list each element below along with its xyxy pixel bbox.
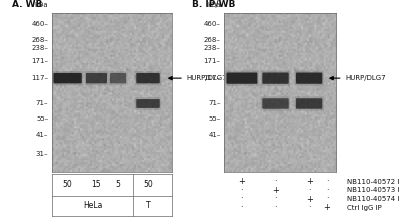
Text: ·: · — [308, 204, 310, 212]
FancyBboxPatch shape — [225, 71, 259, 86]
Text: T: T — [146, 201, 150, 210]
Text: 268–: 268– — [204, 37, 221, 43]
Text: ·: · — [274, 177, 277, 186]
Text: ·: · — [241, 204, 243, 212]
FancyBboxPatch shape — [136, 99, 160, 108]
FancyBboxPatch shape — [262, 73, 289, 84]
FancyBboxPatch shape — [84, 71, 108, 85]
Text: ·: · — [274, 195, 277, 204]
Text: kDa: kDa — [35, 2, 48, 8]
Text: A. WB: A. WB — [12, 0, 42, 9]
Text: 71–: 71– — [36, 101, 48, 106]
Text: ·: · — [308, 186, 310, 195]
FancyBboxPatch shape — [294, 96, 324, 111]
Text: +: + — [324, 204, 330, 212]
FancyBboxPatch shape — [226, 73, 257, 84]
FancyBboxPatch shape — [296, 98, 322, 109]
Text: 117–: 117– — [204, 75, 221, 81]
Text: 238–: 238– — [204, 45, 221, 51]
Text: 460–: 460– — [32, 21, 48, 27]
FancyBboxPatch shape — [294, 71, 324, 86]
Text: 171–: 171– — [31, 58, 48, 64]
FancyBboxPatch shape — [262, 98, 289, 109]
Text: 50: 50 — [63, 180, 72, 189]
FancyBboxPatch shape — [261, 71, 290, 86]
FancyBboxPatch shape — [110, 73, 126, 83]
Text: 55–: 55– — [36, 116, 48, 122]
Text: HURP/DLG7: HURP/DLG7 — [186, 75, 227, 81]
Text: 268–: 268– — [32, 37, 48, 43]
FancyBboxPatch shape — [108, 71, 128, 85]
FancyBboxPatch shape — [86, 73, 107, 83]
Text: Ctrl IgG IP: Ctrl IgG IP — [347, 205, 382, 211]
Text: 50: 50 — [143, 180, 153, 189]
Text: NB110-40573 IP: NB110-40573 IP — [347, 187, 400, 193]
Text: +: + — [306, 177, 312, 186]
Text: ·: · — [241, 195, 243, 204]
Text: NB110-40574 IP: NB110-40574 IP — [347, 196, 400, 202]
Text: ·: · — [241, 186, 243, 195]
Text: HURP/DLG7: HURP/DLG7 — [345, 75, 386, 81]
FancyBboxPatch shape — [54, 73, 82, 83]
Text: +: + — [272, 186, 279, 195]
Text: NB110-40572 IP: NB110-40572 IP — [347, 178, 400, 185]
Text: 117–: 117– — [31, 75, 48, 81]
Text: kDa: kDa — [207, 2, 221, 8]
Text: 31–: 31– — [36, 151, 48, 157]
Text: ·: · — [326, 177, 328, 186]
FancyBboxPatch shape — [261, 96, 290, 111]
Text: 71–: 71– — [208, 101, 221, 106]
Text: 41–: 41– — [208, 132, 221, 138]
Text: ·: · — [326, 186, 328, 195]
Text: B. IP/WB: B. IP/WB — [192, 0, 235, 9]
FancyBboxPatch shape — [135, 97, 161, 110]
Text: ·: · — [326, 195, 328, 204]
Text: +: + — [306, 195, 312, 204]
Text: 5: 5 — [116, 180, 120, 189]
FancyBboxPatch shape — [296, 73, 322, 84]
Text: 55–: 55– — [208, 116, 221, 122]
FancyBboxPatch shape — [52, 71, 83, 85]
Text: 171–: 171– — [204, 58, 221, 64]
Text: 238–: 238– — [32, 45, 48, 51]
Text: ·: · — [274, 204, 277, 212]
Text: +: + — [238, 177, 245, 186]
Text: HeLa: HeLa — [83, 201, 102, 210]
Text: 15: 15 — [92, 180, 101, 189]
FancyBboxPatch shape — [135, 71, 161, 85]
FancyBboxPatch shape — [136, 73, 160, 83]
Text: 41–: 41– — [36, 132, 48, 138]
Text: 460–: 460– — [204, 21, 221, 27]
